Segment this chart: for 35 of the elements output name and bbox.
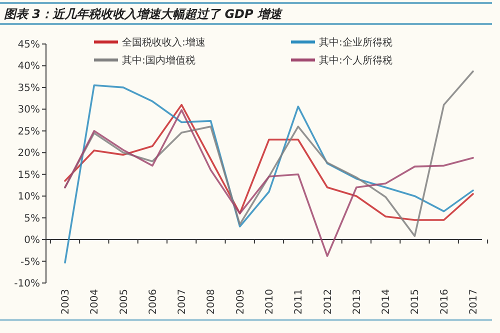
legend-label: 其中:国内增值税 bbox=[122, 54, 196, 66]
line-series bbox=[64, 109, 474, 257]
chart-title: 图表 3：近几年税收收入增速大幅超过了 GDP 增速 bbox=[4, 7, 284, 21]
x-tick-label: 2008 bbox=[206, 289, 218, 314]
x-tick-label: 2006 bbox=[148, 289, 159, 314]
y-tick-label: 40% bbox=[18, 61, 40, 72]
y-tick-label: 35% bbox=[18, 82, 40, 94]
line-series bbox=[64, 104, 474, 221]
x-tick-label: 2016 bbox=[439, 289, 450, 314]
x-tick-label: 2003 bbox=[60, 289, 72, 314]
legend-label: 其中:个人所得税 bbox=[319, 54, 392, 66]
x-tick-label: 2011 bbox=[294, 289, 305, 314]
y-tick-label: 45% bbox=[18, 40, 40, 50]
y-tick-label: 5% bbox=[24, 213, 40, 224]
x-tick-label: 2010 bbox=[264, 289, 276, 314]
y-tick-label: 25% bbox=[18, 126, 40, 138]
legend-label: 其中:企业所得税 bbox=[319, 36, 392, 48]
y-tick-label: -5% bbox=[20, 256, 40, 268]
y-tick-label: 20% bbox=[18, 148, 40, 160]
y-tick-label: 15% bbox=[18, 170, 40, 181]
x-tick-label: 2015 bbox=[410, 289, 422, 314]
x-tick-label: 2004 bbox=[90, 289, 101, 314]
y-tick-label: 0% bbox=[24, 235, 40, 246]
x-tick-label: 2007 bbox=[177, 289, 188, 314]
y-tick-label: 10% bbox=[18, 192, 40, 203]
line-series bbox=[64, 84, 474, 264]
x-tick-label: 2014 bbox=[381, 289, 392, 314]
x-tick-label: 2013 bbox=[352, 289, 363, 314]
x-tick-label: 2017 bbox=[468, 289, 480, 314]
legend-label: 全国税收收入:增速 bbox=[122, 36, 206, 48]
y-tick-label: -10% bbox=[14, 278, 40, 290]
x-tick-label: 2009 bbox=[235, 289, 246, 314]
x-tick-label: 2005 bbox=[118, 289, 130, 314]
x-tick-label: 2012 bbox=[322, 289, 334, 314]
y-tick-label: 30% bbox=[18, 104, 40, 116]
